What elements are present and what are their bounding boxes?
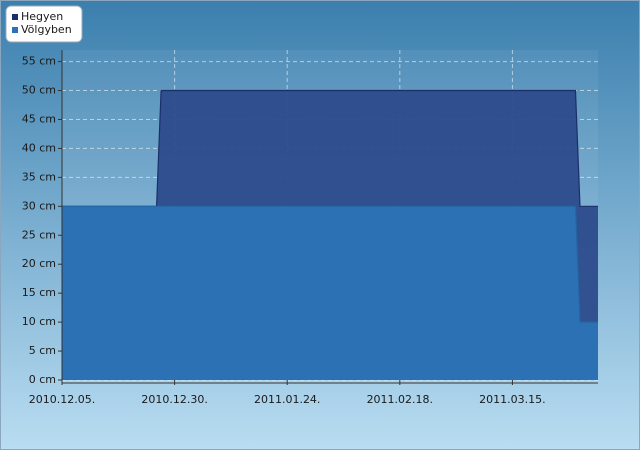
legend-label: Völgyben	[21, 23, 72, 36]
y-tick-label: 55 cm	[22, 55, 56, 68]
y-tick-label: 5 cm	[29, 344, 56, 357]
y-tick-label: 10 cm	[22, 315, 56, 328]
y-tick-label: 25 cm	[22, 228, 56, 241]
area-fill	[62, 206, 598, 380]
legend-swatch	[12, 27, 18, 33]
x-tick-label: 2011.03.15.	[479, 393, 545, 406]
y-tick-label: 45 cm	[22, 112, 56, 125]
legend-swatch	[12, 14, 18, 20]
x-tick-label: 2011.02.18.	[367, 393, 433, 406]
area-line	[62, 205, 598, 323]
y-tick-label: 30 cm	[22, 199, 56, 212]
y-tick-label: 50 cm	[22, 84, 56, 97]
plot	[62, 89, 598, 381]
x-tick-label: 2010.12.30.	[141, 393, 207, 406]
y-tick-label: 0 cm	[29, 373, 56, 386]
x-tick-label: 2011.01.24.	[254, 393, 320, 406]
x-tick-label: 2010.12.05.	[29, 393, 95, 406]
y-tick-label: 20 cm	[22, 257, 56, 270]
legend-label: Hegyen	[21, 10, 63, 23]
y-tick-label: 40 cm	[22, 141, 56, 154]
y-tick-label: 35 cm	[22, 170, 56, 183]
axes: 0 cm 5 cm 10 cm 15 cm 20 cm 25 cm 30 cm 35 cm 40…	[22, 50, 598, 406]
legend-box	[5, 5, 83, 43]
y-tick-label: 15 cm	[22, 286, 56, 299]
